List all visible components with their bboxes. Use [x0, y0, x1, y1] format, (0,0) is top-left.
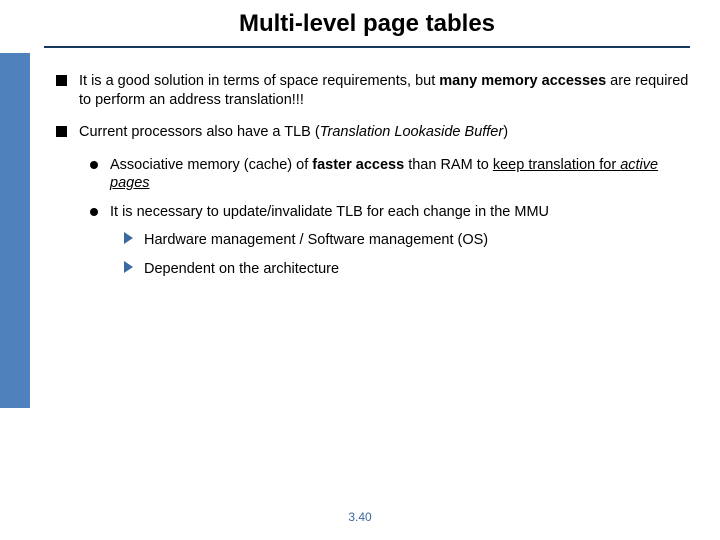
disc-bullet-icon	[90, 208, 98, 216]
bullet-text: It is a good solution in terms of space …	[79, 72, 692, 109]
text-run: than RAM to	[404, 157, 493, 173]
square-bullet-icon	[56, 126, 67, 137]
slide-body: It is a good solution in terms of space …	[56, 72, 692, 288]
page-number: 3.40	[0, 510, 720, 524]
disc-bullet-icon	[90, 161, 98, 169]
bullet-level1: Current processors also have a TLB (Tran…	[56, 123, 692, 142]
triangle-bullet-icon	[124, 261, 134, 279]
slide: Multi-level page tables It is a good sol…	[0, 0, 720, 540]
bullet-level2: It is necessary to update/invalidate TLB…	[90, 203, 692, 222]
text-run-bold: many memory accesses	[439, 73, 606, 89]
slide-title: Multi-level page tables	[44, 10, 690, 44]
bullet-level3: Dependent on the architecture	[124, 260, 692, 279]
text-run: )	[503, 124, 508, 140]
text-run: Associative memory (cache) of	[110, 157, 312, 173]
title-block: Multi-level page tables	[44, 10, 690, 48]
bullet-text: Associative memory (cache) of faster acc…	[110, 156, 692, 193]
title-underline	[44, 46, 690, 48]
bullet-text: Dependent on the architecture	[144, 260, 339, 279]
bullet-level2: Associative memory (cache) of faster acc…	[90, 156, 692, 193]
text-run: Current processors also have a TLB (	[79, 124, 320, 140]
bullet-text: It is necessary to update/invalidate TLB…	[110, 203, 549, 222]
text-run: It is a good solution in terms of space …	[79, 73, 439, 89]
text-run-italic: Translation Lookaside Buffer	[320, 124, 504, 140]
bullet-level3: Hardware management / Software managemen…	[124, 231, 692, 250]
bullet-text: Hardware management / Software managemen…	[144, 231, 488, 250]
triangle-bullet-icon	[124, 232, 134, 250]
text-run-bold: faster access	[312, 157, 404, 173]
bullet-text: Current processors also have a TLB (Tran…	[79, 123, 508, 142]
bullet-level1: It is a good solution in terms of space …	[56, 72, 692, 109]
square-bullet-icon	[56, 75, 67, 86]
text-run-underline: keep translation for	[493, 157, 620, 173]
